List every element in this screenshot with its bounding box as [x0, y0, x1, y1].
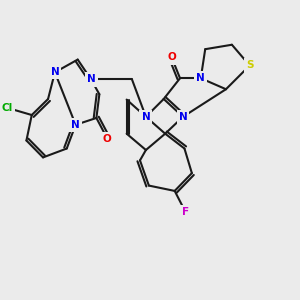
- Text: O: O: [167, 52, 176, 62]
- Text: Cl: Cl: [2, 103, 13, 113]
- Text: F: F: [182, 207, 189, 217]
- Text: N: N: [196, 73, 205, 83]
- Text: N: N: [71, 120, 80, 130]
- Text: S: S: [246, 61, 253, 70]
- Text: N: N: [178, 112, 187, 122]
- Text: N: N: [50, 67, 59, 77]
- Text: N: N: [87, 74, 95, 84]
- Text: O: O: [103, 134, 112, 144]
- Text: N: N: [142, 112, 150, 122]
